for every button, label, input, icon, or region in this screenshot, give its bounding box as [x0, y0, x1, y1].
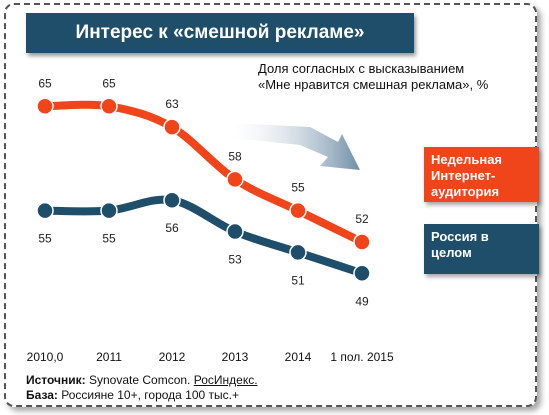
legend-label: Россия в целом — [431, 229, 489, 260]
source-text: Synovate Comcon. — [89, 373, 191, 387]
data-point — [226, 170, 244, 189]
legend-russia-total: Россия в целом — [424, 224, 539, 274]
source-note: Источник: Synovate Comcon. РосИндекс. Ба… — [26, 373, 258, 403]
x-tick-label: 2014 — [285, 350, 312, 364]
subtitle-line-1: Доля согласных с высказыванием — [258, 61, 465, 76]
data-point — [353, 264, 371, 283]
data-point — [353, 233, 371, 251]
data-label: 58 — [228, 149, 242, 163]
data-point — [289, 201, 307, 220]
source-link[interactable]: РосИндекс. — [193, 373, 258, 387]
data-label: 56 — [165, 221, 179, 235]
x-tick-label: 2013 — [222, 350, 249, 364]
trend-arrow-icon — [232, 123, 360, 170]
data-point — [226, 222, 244, 241]
data-point — [36, 201, 54, 220]
data-label: 55 — [38, 232, 52, 246]
subtitle-line-2: «Мне нравится смешная реклама», % — [258, 77, 489, 92]
x-tick-label: 2012 — [159, 350, 186, 364]
data-point — [163, 191, 181, 209]
source-label: Источник: — [26, 373, 86, 387]
chart-frame — [4, 3, 537, 407]
chart-title: Интерес к «смешной рекламе» — [26, 13, 414, 53]
data-label: 55 — [291, 181, 305, 195]
legend-internet-audience: Недельная Интернет-аудитория — [424, 147, 539, 202]
data-label: 49 — [355, 294, 369, 308]
series-line-1 — [41, 100, 366, 246]
data-label: 51 — [291, 273, 305, 287]
base-label: База: — [26, 388, 58, 402]
chart-subtitle: Доля согласных с высказыванием «Мне нрав… — [258, 61, 528, 93]
data-point — [100, 97, 118, 116]
legend-label: Недельная Интернет-аудитория — [431, 152, 503, 199]
base-text: Россияне 10+, города 100 тыс.+ — [61, 388, 239, 402]
data-point — [289, 243, 307, 262]
data-label: 53 — [228, 253, 242, 267]
series-line-2 — [41, 195, 366, 278]
data-label: 65 — [38, 76, 52, 90]
x-tick-label: 1 пол. 2015 — [330, 350, 394, 364]
data-point — [163, 118, 181, 136]
data-point — [36, 97, 54, 116]
data-label: 63 — [165, 97, 179, 111]
data-point — [100, 201, 118, 220]
x-tick-label: 2010,0 — [27, 350, 64, 364]
data-label: 55 — [102, 232, 116, 246]
data-label: 52 — [355, 212, 369, 226]
data-label: 65 — [102, 76, 116, 90]
x-tick-label: 2011 — [96, 350, 122, 364]
